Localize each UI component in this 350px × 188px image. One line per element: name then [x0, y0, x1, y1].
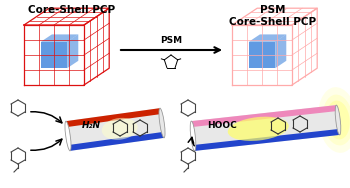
Polygon shape [24, 25, 84, 85]
Polygon shape [24, 8, 109, 25]
Text: H₂N: H₂N [82, 121, 101, 130]
Ellipse shape [228, 117, 289, 141]
Polygon shape [66, 108, 161, 127]
Polygon shape [84, 8, 109, 85]
Polygon shape [275, 34, 286, 68]
Text: PSM
Core-Shell PCP: PSM Core-Shell PCP [230, 5, 316, 27]
Polygon shape [41, 34, 78, 42]
Polygon shape [191, 105, 337, 127]
Polygon shape [249, 42, 275, 68]
Text: HOOC: HOOC [207, 121, 237, 130]
Polygon shape [292, 8, 317, 85]
Polygon shape [232, 8, 317, 25]
Text: PSM: PSM [160, 36, 182, 45]
Ellipse shape [190, 121, 196, 151]
Ellipse shape [65, 121, 71, 151]
Polygon shape [194, 129, 340, 151]
Polygon shape [191, 105, 340, 151]
Ellipse shape [318, 87, 350, 153]
Polygon shape [41, 42, 67, 68]
Polygon shape [66, 108, 164, 151]
Ellipse shape [335, 105, 341, 135]
Ellipse shape [159, 108, 165, 138]
Ellipse shape [326, 101, 350, 139]
Polygon shape [232, 25, 292, 85]
Polygon shape [249, 34, 286, 42]
Ellipse shape [102, 118, 138, 140]
Ellipse shape [323, 95, 350, 145]
Text: Core-Shell PCP: Core-Shell PCP [28, 5, 116, 15]
Polygon shape [67, 34, 78, 68]
Polygon shape [69, 132, 164, 151]
